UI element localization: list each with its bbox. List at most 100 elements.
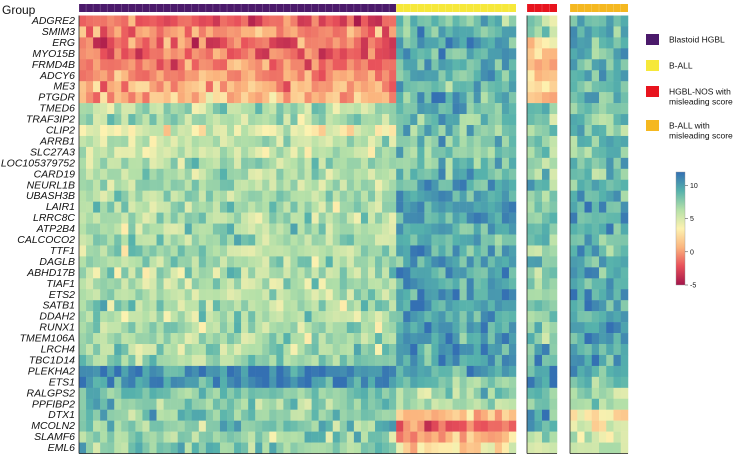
heatmap-cell [262, 245, 270, 257]
heatmap-cell [241, 179, 249, 191]
heatmap-cell [599, 135, 607, 148]
heatmap-cell [184, 311, 193, 323]
heatmap-cell [93, 179, 101, 191]
heatmap-cell [508, 333, 517, 345]
heatmap-cell [527, 409, 535, 421]
heatmap-cell [508, 344, 517, 356]
heatmap-cell [339, 245, 348, 257]
gene-label: PLEKHA2 [28, 365, 75, 377]
heatmap-cell [325, 322, 333, 334]
heatmap-cell [527, 431, 535, 443]
heatmap-cell [234, 114, 242, 126]
heatmap-cell [389, 146, 397, 159]
heatmap-cell [86, 289, 94, 301]
heatmap-cell [121, 278, 129, 290]
heatmap-cell [452, 322, 460, 334]
heatmap-cell [156, 431, 164, 443]
heatmap-cell [570, 103, 578, 115]
heatmap-cell [527, 48, 535, 60]
heatmap-cell [382, 168, 390, 180]
heatmap-cell [149, 103, 157, 115]
heatmap-cell [613, 48, 621, 60]
heatmap-cell [403, 168, 411, 180]
heatmap-cell [339, 190, 348, 202]
heatmap-cell [79, 234, 87, 246]
heatmap-cell [86, 157, 94, 170]
heatmap-cell [283, 387, 291, 399]
heatmap-cell [534, 125, 543, 137]
heatmap-cell [255, 365, 263, 378]
heatmap-cell [163, 387, 171, 399]
heatmap-cell [198, 146, 207, 159]
heatmap-cell [396, 15, 404, 27]
heatmap-cell [353, 70, 362, 82]
heatmap-cell [527, 114, 535, 126]
heatmap-cell [114, 190, 122, 202]
heatmap-cell [452, 245, 460, 257]
heatmap-cell [177, 201, 185, 213]
heatmap-cell [269, 431, 277, 443]
heatmap-cell [283, 354, 291, 367]
heatmap-cell [591, 278, 600, 290]
heatmap-cell [534, 168, 543, 180]
heatmap-cell [311, 114, 319, 126]
heatmap-cell [606, 354, 614, 367]
heatmap-cell [234, 256, 242, 268]
heatmap-cell [466, 168, 474, 180]
heatmap-cell [107, 179, 115, 191]
heatmap-cell [445, 376, 453, 389]
heatmap-cell [156, 376, 164, 389]
heatmap-cell [297, 190, 305, 202]
heatmap-cell [163, 48, 171, 60]
heatmap-cell [170, 70, 178, 82]
heatmap-cell [473, 125, 482, 137]
heatmap-cell [184, 168, 193, 180]
heatmap-cell [508, 223, 517, 235]
heatmap-cell [382, 420, 390, 432]
heatmap-cell [353, 59, 362, 71]
heatmap-cell [86, 409, 94, 421]
heatmap-cell [501, 344, 510, 356]
heatmap-cell [170, 344, 178, 356]
heatmap-cell [417, 26, 425, 38]
heatmap-cell [360, 300, 369, 312]
heatmap-cell [396, 179, 404, 191]
heatmap-cell [248, 311, 256, 323]
heatmap-cell [389, 431, 397, 443]
heatmap-cell [311, 409, 319, 421]
heatmap-cell [191, 354, 200, 367]
heatmap-cell [191, 322, 200, 334]
heatmap-cell [241, 26, 249, 38]
heatmap-cell [353, 344, 362, 356]
heatmap-cell [170, 37, 178, 49]
heatmap-cell [487, 311, 496, 323]
heatmap-cell [591, 344, 600, 356]
heatmap-cell [367, 48, 376, 60]
heatmap-cell [198, 15, 207, 27]
heatmap-cell [375, 125, 383, 137]
heatmap-cell [346, 267, 355, 279]
heatmap-cell [332, 300, 341, 312]
heatmap-cell [177, 81, 185, 93]
heatmap-cell [367, 179, 376, 191]
heatmap-cell [549, 190, 558, 202]
heatmap-cell [283, 15, 291, 27]
heatmap-cell [346, 168, 355, 180]
heatmap-cell [93, 59, 101, 71]
heatmap-cell [466, 376, 474, 389]
heatmap-cell [269, 15, 277, 27]
heatmap-cell [325, 212, 333, 224]
heatmap-cell [570, 442, 578, 454]
heatmap-cell [534, 354, 543, 367]
heatmap-cell [142, 223, 150, 235]
heatmap-cell [170, 376, 178, 389]
heatmap-cell [375, 201, 383, 213]
heatmap-cell [534, 256, 543, 268]
heatmap-cell [255, 135, 263, 148]
heatmap-cell [466, 267, 474, 279]
heatmap-cell [584, 267, 592, 279]
heatmap-cell [311, 311, 319, 323]
heatmap-cell [241, 256, 249, 268]
heatmap-cell [156, 146, 164, 159]
